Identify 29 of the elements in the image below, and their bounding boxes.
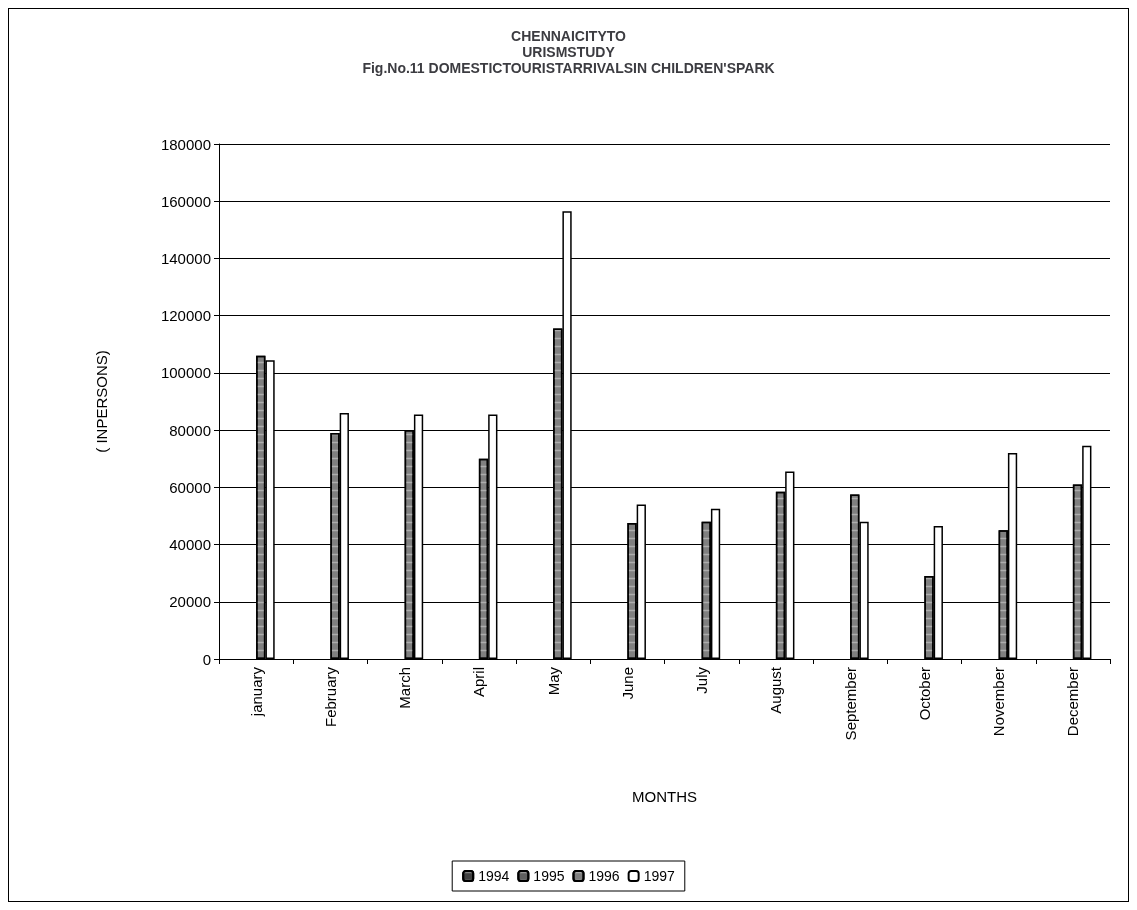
x-tick-label: September [841,667,859,741]
y-axis-title: ( INPERSONS) [93,350,110,453]
x-tick-label: April [470,667,488,698]
legend-label: 1996 [588,868,620,884]
x-tick-label: May [544,666,562,696]
y-tick-label: 160000 [160,192,211,210]
x-tick-label: january [247,666,265,718]
x-tick-label: November [990,667,1008,737]
y-tick-label: 180000 [160,135,211,153]
chart-title: CHENNAICITYTO URISMSTUDY Fig.No.11 DOMESTICTOURISTARRIVALSIN CHILDREN'SPARK [362,28,775,76]
y-tick-label: 60000 [169,478,211,496]
y-tick-label: 120000 [160,307,211,325]
x-tick-label: March [396,667,414,709]
x-tick-label: October [915,667,933,721]
y-tick-label: 80000 [169,421,211,439]
y-tick-label: 0 [202,650,211,668]
x-tick-label: December [1064,667,1082,737]
y-tick-label: 140000 [160,249,211,267]
y-tick-label: 100000 [160,364,211,382]
x-tick-label: July [693,666,711,694]
legend-label: 1997 [643,868,675,884]
legend-label: 1994 [478,868,510,884]
y-tick-label: 40000 [169,536,211,554]
x-axis-title: MONTHS [632,788,697,805]
x-tick-label: August [767,666,785,714]
y-tick-label: 20000 [169,593,211,611]
legend-label: 1995 [533,868,565,884]
x-tick-label: June [618,667,636,700]
x-tick-label: February [321,666,339,728]
